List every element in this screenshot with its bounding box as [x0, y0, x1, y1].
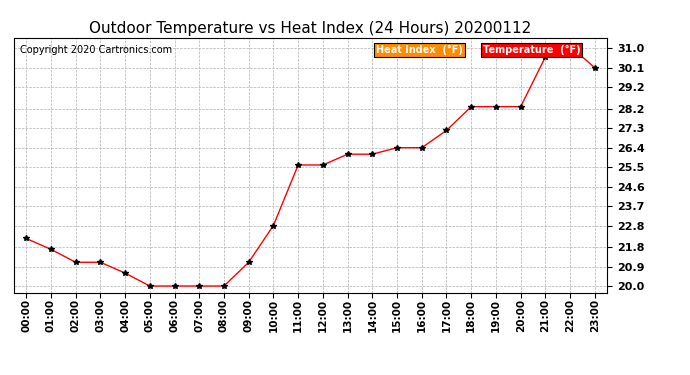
Text: Temperature  (°F): Temperature (°F) — [482, 45, 580, 55]
Text: Heat Index  (°F): Heat Index (°F) — [376, 45, 463, 55]
Text: Copyright 2020 Cartronics.com: Copyright 2020 Cartronics.com — [20, 45, 172, 55]
Title: Outdoor Temperature vs Heat Index (24 Hours) 20200112: Outdoor Temperature vs Heat Index (24 Ho… — [90, 21, 531, 36]
